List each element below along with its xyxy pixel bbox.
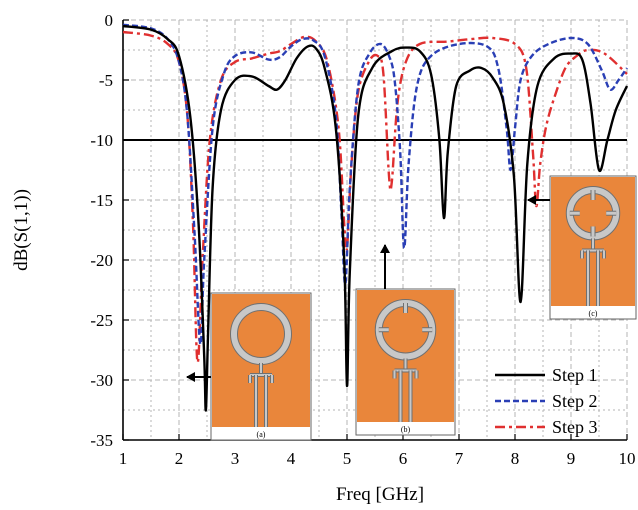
arrow-head <box>527 195 536 205</box>
legend-label: Step 3 <box>552 417 598 437</box>
y-tick-label: -20 <box>90 251 113 270</box>
y-tick-label: 0 <box>105 11 114 30</box>
insets: (a) (b) (c) <box>210 175 637 441</box>
series-line-step-2 <box>122 23 628 346</box>
y-tick-label: -35 <box>90 431 113 450</box>
y-tick-label: -5 <box>99 71 113 90</box>
x-tick-label: 9 <box>567 449 576 468</box>
x-tick-label: 2 <box>175 449 184 468</box>
inset-2: (b) <box>355 288 456 436</box>
y-tick-label: -10 <box>90 131 113 150</box>
y-tick-label: -25 <box>90 311 113 330</box>
x-tick-label: 1 <box>119 449 128 468</box>
x-tick-label: 3 <box>231 449 240 468</box>
series-line-step-3 <box>122 30 628 364</box>
x-tick-label: 5 <box>343 449 352 468</box>
y-tick-label: -30 <box>90 371 113 390</box>
series-line-step-1 <box>122 24 629 412</box>
x-tick-label: 7 <box>455 449 464 468</box>
x-axis-title: Freq [GHz] <box>336 484 424 505</box>
y-axis-title: dB(S(1,1)) <box>11 189 32 271</box>
x-tick-label: 8 <box>511 449 520 468</box>
arrow-head <box>186 372 195 382</box>
ring-fill <box>231 304 291 364</box>
inset-caption: (b) <box>401 425 411 434</box>
arrow-head <box>380 244 390 253</box>
axes <box>122 20 627 441</box>
inset-caption: (c) <box>589 309 598 318</box>
legend-label: Step 1 <box>552 365 598 385</box>
x-tick-label: 10 <box>619 449 636 468</box>
y-tick-label: -15 <box>90 191 113 210</box>
legend-label: Step 2 <box>552 391 598 411</box>
y-tick-labels: 0 -5 -10 -15 -20 -25 -30 -35 <box>90 11 113 450</box>
series-lines <box>122 23 629 412</box>
x-tick-labels: 1 2 3 4 5 6 7 8 9 10 <box>119 449 636 468</box>
inset-caption: (a) <box>257 430 266 439</box>
inset-3: (c) <box>549 175 637 320</box>
inset-1: (a) <box>210 292 312 441</box>
x-tick-label: 6 <box>399 449 408 468</box>
pointer-arrows <box>186 195 550 382</box>
x-tick-label: 4 <box>287 449 296 468</box>
legend: Step 1 Step 2 Step 3 <box>495 365 598 437</box>
